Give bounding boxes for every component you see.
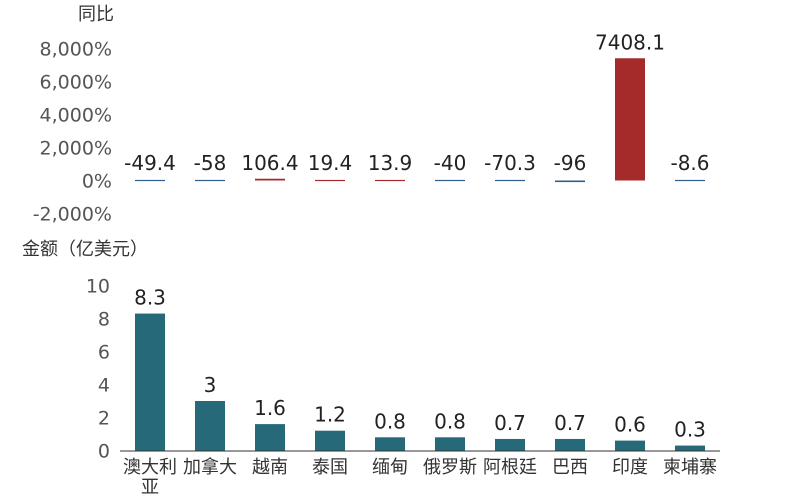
x-category-label: 印度 [612, 457, 648, 478]
yoy-bar-chart: -2,000% 0% 2,000% 4,000% 6,000% 8,000% -49.4 -5… [33, 30, 710, 225]
top-bar [495, 179, 525, 182]
bottom-bar [675, 445, 705, 451]
top-bar [555, 180, 585, 183]
bottom-y-tick-label: 8 [98, 309, 110, 331]
x-category-label: 越南 [252, 457, 288, 478]
bottom-y-tick-label: 10 [86, 276, 110, 298]
bottom-data-label: 0.7 [554, 411, 586, 435]
top-y-tick-label: 4,000% [40, 105, 112, 127]
top-bar [435, 179, 465, 182]
top-data-label: -8.6 [670, 151, 709, 175]
top-y-tick-label: -2,000% [33, 204, 112, 226]
bottom-data-label: 8.3 [134, 286, 166, 310]
x-category-label: 缅甸 [372, 457, 408, 478]
bottom-data-label: 0.8 [374, 409, 406, 433]
bottom-data-label: 1.6 [254, 396, 286, 420]
top-y-tick-label: 8,000% [40, 39, 112, 61]
bottom-y-tick-label: 2 [98, 408, 110, 430]
bottom-bar [375, 437, 405, 451]
top-bar [255, 178, 285, 181]
top-y-tick-label: 0% [82, 171, 112, 193]
bottom-y-tick-label: 6 [98, 342, 110, 364]
x-category-label: 澳大利 [123, 457, 177, 478]
bottom-y-tick-label: 4 [98, 375, 110, 397]
top-bar [135, 179, 165, 182]
top-data-label: -40 [434, 151, 467, 175]
bottom-data-label: 1.2 [314, 403, 346, 427]
bottom-bar [255, 424, 285, 451]
bottom-data-label: 0.8 [434, 409, 466, 433]
top-data-label: -96 [554, 151, 587, 175]
x-category-label: 阿根廷 [483, 457, 537, 478]
bottom-data-label: 0.3 [674, 418, 706, 442]
x-category-label: 加拿大 [183, 456, 237, 478]
bottom-bar [435, 437, 465, 451]
bottom-bar [195, 401, 225, 451]
top-chart-ylabel: 同比 [78, 4, 114, 25]
bottom-data-label: 0.7 [494, 411, 526, 435]
bottom-bar [615, 440, 645, 451]
top-y-tick-label: 2,000% [40, 138, 112, 160]
bottom-bar [555, 438, 585, 451]
top-data-label: -58 [194, 151, 227, 175]
bottom-bar [135, 313, 165, 451]
x-category-label: 泰国 [312, 457, 348, 478]
top-bar [315, 179, 345, 182]
bottom-chart-ylabel: 金额（亿美元） [22, 239, 148, 260]
bottom-bar [315, 430, 345, 451]
x-category-label: 俄罗斯 [423, 457, 477, 478]
bottom-y-tick-label: 0 [98, 441, 110, 463]
bottom-data-label: 3 [204, 373, 217, 397]
top-bar [615, 58, 645, 181]
bottom-bar [495, 438, 525, 451]
x-category-label: 柬埔寨 [663, 457, 717, 478]
top-data-label: 7408.1 [595, 30, 665, 54]
top-bar [675, 179, 705, 182]
top-data-label: -70.3 [484, 151, 536, 175]
top-y-tick-label: 6,000% [40, 72, 112, 94]
top-bar [195, 179, 225, 182]
top-data-label: 13.9 [368, 151, 413, 175]
bottom-data-label: 0.6 [614, 413, 646, 437]
top-data-label: 106.4 [241, 151, 298, 175]
x-category-label: 亚 [141, 477, 159, 498]
top-data-label: 19.4 [308, 151, 353, 175]
top-bar [375, 179, 405, 182]
x-category-label: 巴西 [552, 457, 588, 478]
top-data-label: -49.4 [124, 151, 176, 175]
